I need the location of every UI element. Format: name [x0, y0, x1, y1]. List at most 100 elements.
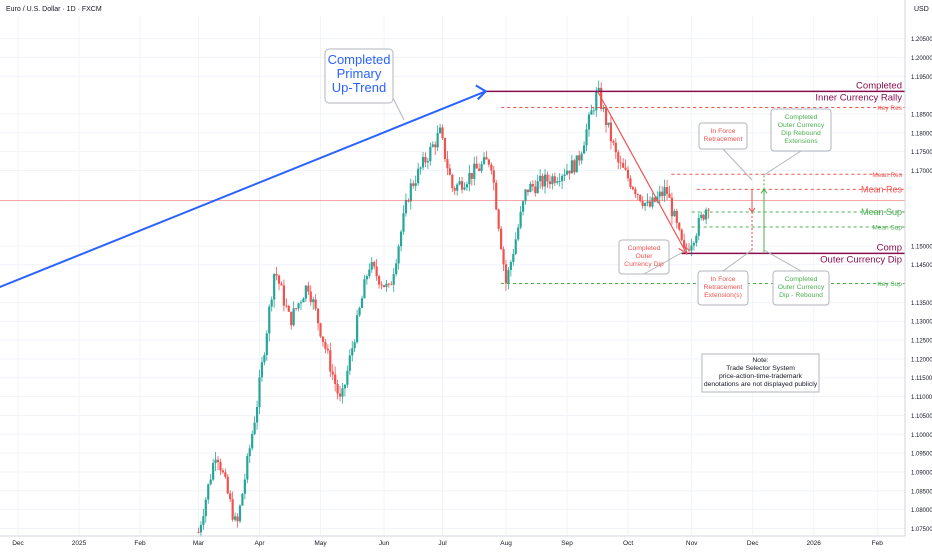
candle-body: [412, 183, 415, 186]
candle-body: [492, 170, 495, 183]
y-tick-label: 1.18000: [911, 131, 932, 137]
candle-body: [485, 157, 488, 160]
candle-body: [548, 181, 552, 185]
candle-body: [397, 246, 400, 264]
grid: [0, 16, 905, 536]
candle-body: [255, 406, 259, 423]
x-tick-label: 2026: [806, 540, 821, 547]
candle-body: [231, 499, 234, 520]
completed-rally-label: Completed: [856, 80, 902, 91]
candle-body: [216, 459, 220, 463]
candle-body: [456, 184, 459, 191]
candle-body: [614, 142, 617, 153]
candle-body: [670, 197, 674, 217]
candle-body: [253, 422, 256, 435]
candle-body: [343, 384, 347, 389]
candle-body: [338, 393, 342, 397]
candle-body: [436, 133, 439, 148]
candle-body: [392, 274, 395, 285]
candle-body: [429, 146, 432, 162]
candle-body: [570, 160, 573, 174]
note-text: Note: Trade Selector System price-action-t…: [704, 357, 818, 388]
candle-body: [561, 175, 564, 182]
candle-body: [451, 174, 454, 189]
y-tick-label: 1.11000: [911, 395, 932, 401]
candle-body: [673, 210, 676, 217]
candle-body: [204, 499, 207, 517]
candle-body: [582, 145, 586, 154]
candle-body: [358, 308, 361, 316]
candle-body: [639, 194, 642, 202]
y-tick-label: 1.13000: [911, 320, 932, 326]
candle-body: [407, 200, 410, 202]
candle-body: [707, 209, 710, 211]
y-tick-label: 1.18500: [911, 112, 932, 118]
candle-body: [465, 184, 469, 188]
candle-body: [414, 183, 417, 186]
candle-body: [424, 156, 427, 163]
candle-body: [636, 193, 639, 195]
candle-body: [363, 279, 366, 299]
candle-body: [212, 463, 215, 480]
outer-dip-text: Completed Outer Currency Dip: [624, 245, 664, 268]
candle-body: [683, 240, 686, 248]
candle-body: [529, 184, 532, 193]
candle-body: [356, 315, 359, 343]
candle-body: [617, 152, 620, 163]
candle-body: [353, 342, 356, 349]
candle-body: [680, 229, 683, 241]
candle-body: [565, 170, 569, 175]
candle-body: [641, 201, 644, 206]
candles: [197, 80, 710, 537]
candle-body: [563, 174, 566, 176]
candle-body: [214, 459, 217, 464]
candle-body: [482, 157, 486, 164]
y-tick-label: 1.13500: [911, 301, 932, 307]
candle-body: [546, 174, 549, 182]
candle-body: [297, 303, 300, 309]
candle-body: [417, 168, 420, 184]
candle-body: [273, 274, 276, 300]
candle-body: [705, 209, 708, 220]
candle-body: [653, 197, 656, 202]
candle-body: [434, 144, 437, 148]
retracement-line: [597, 91, 688, 254]
candle-body: [700, 214, 703, 219]
candle-body: [312, 299, 315, 303]
candle-body: [597, 87, 600, 92]
y-tick-label: 1.12000: [911, 357, 932, 363]
candle-body: [287, 306, 290, 312]
candle-body: [578, 155, 581, 161]
candle-body: [512, 253, 515, 262]
candle-body: [265, 333, 268, 356]
candle-body: [275, 274, 278, 276]
candle-body: [521, 201, 525, 212]
candle-body: [419, 167, 422, 169]
y-tick-label: 1.17500: [911, 150, 932, 156]
candle-body: [526, 189, 530, 193]
candle-body: [268, 306, 271, 334]
candle-body: [524, 189, 527, 202]
candle-body: [402, 213, 405, 232]
x-tick-label: Jul: [438, 540, 447, 547]
y-tick-label: 1.15000: [911, 244, 932, 250]
candle-body: [585, 129, 588, 146]
y-tick-label: 1.07500: [911, 527, 932, 533]
candle-body: [431, 144, 434, 147]
candle-body: [687, 249, 691, 251]
candle-body: [458, 181, 461, 185]
candle-body: [258, 377, 261, 407]
candle-body: [534, 186, 537, 194]
candle-body: [319, 323, 322, 337]
x-tick-label: Oct: [623, 540, 633, 547]
in-force-retracement-text: In Force Retracement: [704, 128, 743, 143]
x-tick-label: Dec: [12, 540, 24, 547]
candle-body: [197, 532, 200, 534]
x-tick-label: Aug: [500, 540, 512, 547]
candle-body: [302, 298, 305, 303]
candle-body: [453, 188, 456, 191]
candle-body: [663, 187, 666, 196]
